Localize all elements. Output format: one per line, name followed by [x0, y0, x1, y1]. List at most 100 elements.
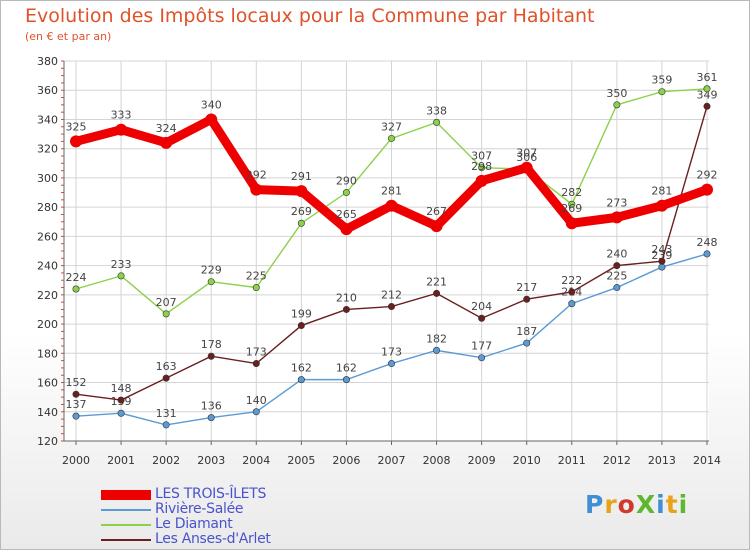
x-tick-label: 2012 — [603, 454, 631, 467]
data-label: 137 — [66, 398, 87, 411]
data-label: 350 — [606, 87, 627, 100]
data-label: 243 — [651, 243, 672, 256]
data-label: 292 — [697, 169, 718, 182]
data-point — [207, 352, 215, 360]
data-point — [115, 123, 128, 136]
data-label: 239 — [651, 249, 672, 262]
x-tick-label: 2000 — [62, 454, 90, 467]
data-label: 267 — [426, 205, 447, 218]
logo-letter: o — [617, 490, 636, 519]
data-label: 152 — [66, 376, 87, 389]
data-point — [523, 339, 531, 347]
data-point — [342, 189, 350, 197]
data-point — [430, 220, 443, 233]
chart-title: Evolution des Impôts locaux pour la Comm… — [25, 5, 595, 27]
data-label: 187 — [516, 325, 537, 338]
data-label: 148 — [111, 382, 132, 395]
data-label: 291 — [291, 170, 312, 183]
data-label: 217 — [516, 281, 537, 294]
data-point — [520, 161, 533, 174]
data-point — [658, 88, 666, 96]
x-tick-label: 2014 — [693, 454, 721, 467]
data-label: 306 — [516, 151, 537, 164]
plot-area — [64, 61, 709, 441]
data-label: 224 — [66, 271, 87, 284]
data-point — [703, 102, 711, 110]
data-label: 273 — [606, 196, 627, 209]
data-point — [703, 250, 711, 258]
y-tick-label: 260 — [37, 230, 58, 243]
data-label: 361 — [697, 71, 718, 84]
data-point — [387, 134, 395, 142]
data-label: 282 — [561, 186, 582, 199]
data-point — [342, 305, 350, 313]
data-point — [613, 262, 621, 270]
data-label: 338 — [426, 104, 447, 117]
data-label: 225 — [246, 270, 267, 283]
data-point — [658, 257, 666, 265]
legend-swatch — [101, 539, 151, 541]
y-tick-label: 120 — [37, 435, 58, 448]
x-tick-label: 2006 — [332, 454, 360, 467]
data-label: 207 — [156, 296, 177, 309]
chart-subtitle: (en € et par an) — [25, 30, 112, 43]
y-tick-label: 340 — [37, 113, 58, 126]
logo-letter: X — [635, 490, 657, 519]
legend-label: LES TROIS-ÎLETS — [155, 486, 267, 502]
x-tick-label: 2004 — [242, 454, 270, 467]
data-label: 340 — [201, 98, 222, 111]
data-point — [613, 101, 621, 109]
data-point — [340, 223, 353, 236]
data-point — [387, 360, 395, 368]
data-label: 131 — [156, 407, 177, 420]
data-label: 233 — [111, 258, 132, 271]
data-label: 359 — [651, 74, 672, 87]
logo-letter: i — [678, 490, 689, 519]
data-point — [205, 113, 218, 126]
data-label: 212 — [381, 289, 402, 302]
data-point — [342, 376, 350, 384]
data-label: 173 — [381, 346, 402, 359]
legend-label: Les Anses-d'Arlet — [155, 531, 271, 547]
legend-label: Le Diamant — [155, 516, 233, 532]
data-point — [162, 310, 170, 318]
data-label: 136 — [201, 400, 222, 413]
data-label: 225 — [606, 270, 627, 283]
data-point — [252, 360, 260, 368]
data-point — [701, 183, 713, 196]
data-label: 269 — [561, 202, 582, 215]
data-point — [387, 303, 395, 311]
data-point — [568, 288, 576, 296]
proxiti-logo: ProXiti — [585, 490, 688, 519]
y-tick-label: 300 — [37, 172, 58, 185]
data-point — [523, 295, 531, 303]
data-point — [72, 390, 80, 398]
logo-letter: r — [604, 490, 618, 519]
x-tick-label: 2005 — [287, 454, 315, 467]
data-label: 140 — [246, 394, 267, 407]
data-point — [252, 284, 260, 292]
data-point — [160, 136, 173, 149]
data-point — [250, 183, 263, 196]
x-tick-label: 2013 — [648, 454, 676, 467]
data-label: 349 — [697, 88, 718, 101]
data-label: 173 — [246, 346, 267, 359]
data-point — [433, 346, 441, 354]
data-label: 281 — [651, 185, 672, 198]
data-label: 182 — [426, 332, 447, 345]
data-label: 178 — [201, 338, 222, 351]
data-point — [117, 396, 125, 404]
data-point — [478, 164, 486, 172]
data-label: 265 — [336, 208, 357, 221]
data-point — [610, 211, 623, 224]
data-point — [297, 219, 305, 227]
legend-swatch — [101, 509, 151, 511]
legend-swatch — [101, 524, 151, 526]
data-point — [117, 272, 125, 280]
y-tick-label: 360 — [37, 84, 58, 97]
data-label: 210 — [336, 291, 357, 304]
logo-letter: i — [656, 490, 666, 519]
data-label: 333 — [111, 109, 132, 122]
data-label: 307 — [471, 150, 492, 163]
